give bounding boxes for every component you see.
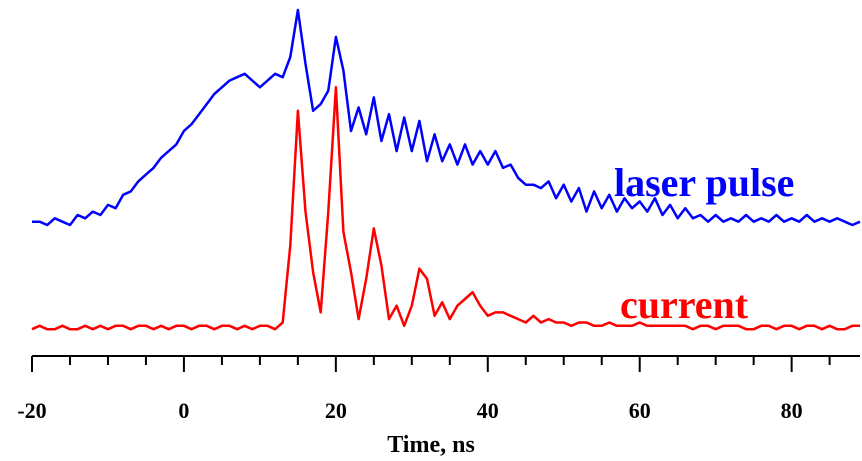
- x-tick-label: 20: [325, 398, 347, 423]
- x-tick-label: 80: [781, 398, 803, 423]
- series-line-current: [31, 86, 860, 331]
- x-axis-title: Time, ns: [387, 432, 475, 458]
- x-tick-label: 60: [629, 398, 651, 423]
- x-axis-ticks: -20 0 20 40 60 80: [17, 356, 831, 423]
- series-label-laser-pulse: laser pulse: [614, 160, 794, 205]
- series-layer: [31, 8, 861, 331]
- x-tick-label: 40: [477, 398, 499, 423]
- x-tick-label: 0: [178, 398, 189, 423]
- series-label-current: current: [620, 282, 749, 327]
- series-line-laser-pulse: [32, 8, 861, 227]
- x-tick-label: -20: [17, 398, 46, 423]
